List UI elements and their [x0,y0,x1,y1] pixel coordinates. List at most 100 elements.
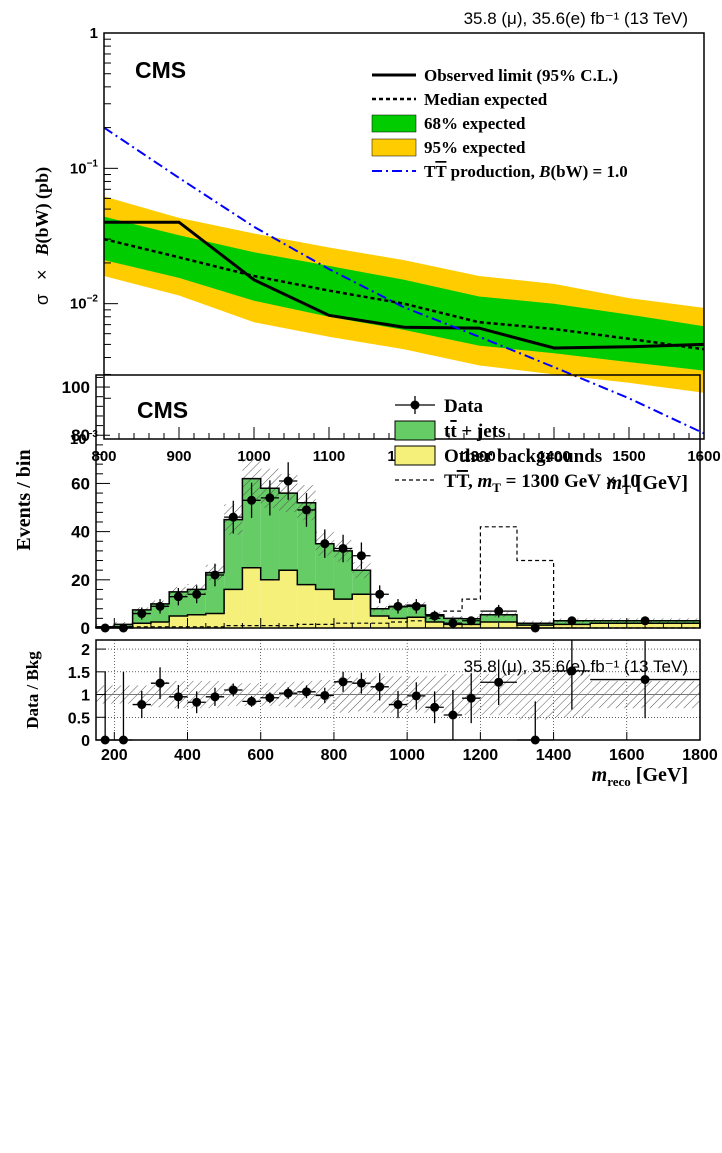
data-point [494,606,504,616]
ratio-plot-frame [95,639,701,741]
other-bkg-bar [150,621,170,628]
data-point [301,505,311,515]
data-point [228,512,238,522]
data-point [338,543,348,553]
ratio-y-tick-label: 0 [81,733,90,750]
limit-band-68 [104,216,704,371]
ratio-point [411,691,421,701]
data-point [411,601,421,611]
limit-y-axis-title: σ×B(bW) (pb) [32,167,53,305]
mass-x-tick-label: 800 [321,747,348,764]
ratio-point [192,697,202,707]
limit-x-tick-label: 1400 [537,448,570,465]
ratio-point [247,696,257,706]
data-point [356,551,366,561]
mass-y-tick-label: 0 [81,619,90,638]
data-point [567,616,577,626]
mass-y-tick-label: 80 [71,426,90,445]
mass-legend-label: TT, mT = 1300 GeV × 10 [444,471,640,495]
limit-y-tick-label: 10−1 [70,158,99,177]
mass-y-tick-label: 60 [71,474,90,493]
mass-legend-label: tt + jets [444,421,505,442]
ratio-point [137,700,147,710]
limit-plot: 35.8 (μ), 35.6(e) fb⁻¹ (13 TeV) 800 900 10… [32,9,721,497]
limit-legend-label: Median expected [424,90,548,109]
other-bkg-bar [333,599,353,628]
ratio-point [320,690,330,700]
limit-x-tick-label: 900 [166,448,191,465]
ratio-point [283,688,293,698]
ratio-point [448,710,458,720]
limit-legend-swatch [371,114,417,133]
mass-y-tick-label: 40 [71,523,90,542]
mass-y-axis-title: Events / bin [13,449,35,550]
other-bkg-bar [297,584,316,628]
data-point [247,495,257,505]
data-point [430,611,440,621]
other-bkg-bar [407,617,426,628]
ttbar-bar [205,572,225,614]
mass-x-tick-label: 1800 [682,747,718,764]
mass-x-axis-title: mreco [GeV] [592,764,688,789]
mass-legend-label: Other backgrounds [444,446,602,467]
ratio-point [173,692,183,702]
limit-legend-label: 68% expected [424,114,526,133]
limit-x-axis-title: mT [GeV] [607,472,688,497]
ratio-point [210,692,220,702]
limit-legend-label: TT production, B(bW) = 1.0 [424,162,628,181]
ratio-point [228,685,238,695]
mass-legend-swatch [394,420,436,441]
ratio-point [466,693,476,703]
ratio-y-tick-label: 0.5 [68,710,90,727]
ttbar-bar [260,488,280,580]
other-bkg-bar [224,589,243,628]
data-point [210,570,220,580]
limit-lumi-label: 35.8 (μ), 35.6(e) fb⁻¹ (13 TeV) [464,9,688,28]
ttbar-bar [480,614,517,622]
mass-legend-swatch [394,445,436,466]
mass-legend-swatch [410,400,420,410]
ratio-y-tick-label: 1.5 [68,665,90,682]
limit-x-tick-label: 1300 [462,448,495,465]
mass-x-tick-label: 1200 [463,747,499,764]
ratio-point [375,682,385,692]
ratio-point [356,678,366,688]
ratio-y-tick-label: 2 [81,642,90,659]
data-point [283,476,293,486]
data-point [173,592,183,602]
ratio-point [155,678,165,688]
limit-y-tick-label: 10−2 [70,294,99,313]
limit-legend-label: Observed limit (95% C.L.) [424,66,618,85]
mass-y-tick-label: 100 [62,378,90,397]
data-point [265,493,275,503]
ttbar-bar [370,608,389,616]
data-point [448,618,458,628]
data-point [137,609,147,619]
mass-plot: 35.8 (μ), 35.6(e) fb⁻¹ (13 TeV) 02040608… [13,374,718,789]
other-bkg-bar [315,589,334,628]
ratio-point [494,677,504,687]
ttbar-bar [279,493,298,571]
limit-y-tick-label: 1 [90,25,98,42]
limit-cms-label: CMS [135,57,186,83]
data-point [320,539,330,549]
limit-legend-label: 95% expected [424,138,526,157]
other-bkg-bar [370,615,389,628]
limit-legend-swatch [371,138,417,157]
limit-x-tick-label: 1500 [612,448,645,465]
mass-cms-label: CMS [137,397,188,423]
other-bkg-bar [388,618,408,628]
limit-x-tick-label: 1600 [687,448,720,465]
ratio-y-tick-label: 1 [81,688,90,705]
theory-cross-section-line [103,126,705,435]
other-bkg-bar [205,613,225,628]
mass-x-tick-label: 600 [247,747,274,764]
ratio-point [567,666,577,676]
data-point [192,589,202,599]
ttbar-bar [297,502,316,585]
ratio-point [301,687,311,697]
limit-x-tick-label: 1100 [313,448,346,465]
limit-x-tick-label: 800 [91,448,116,465]
mass-y-tick-label: 20 [71,571,90,590]
